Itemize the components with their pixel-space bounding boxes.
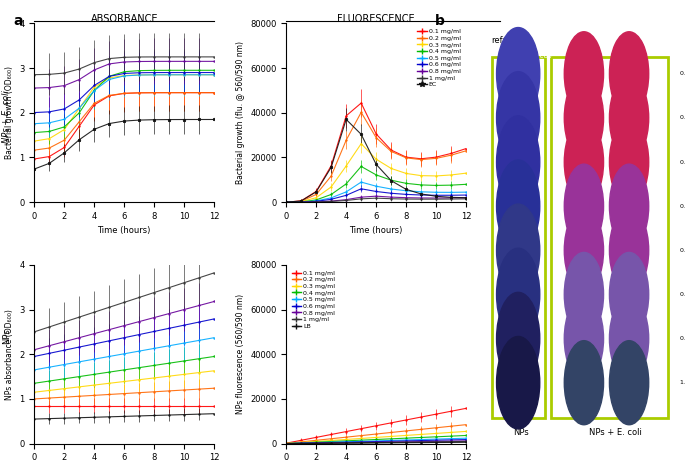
Circle shape — [564, 340, 603, 425]
Circle shape — [610, 76, 649, 160]
Circle shape — [610, 208, 649, 292]
Legend: 0.1 mg/ml, 0.2 mg/ml, 0.3 mg/ml, 0.4 mg/ml, 0.5 mg/ml, 0.6 mg/ml, 0.8 mg/ml, 1 m: 0.1 mg/ml, 0.2 mg/ml, 0.3 mg/ml, 0.4 mg/… — [414, 27, 463, 90]
Text: FLUORESCENCE: FLUORESCENCE — [337, 14, 415, 24]
Circle shape — [564, 208, 603, 292]
Circle shape — [610, 32, 649, 116]
Y-axis label: NPs absorbance (OD₆₀₀): NPs absorbance (OD₆₀₀) — [5, 309, 14, 400]
Circle shape — [497, 204, 540, 297]
Text: NPs: NPs — [513, 428, 529, 437]
Text: 0.1 mg/ml: 0.1 mg/ml — [680, 71, 685, 76]
Circle shape — [610, 164, 649, 248]
Text: 0.3 mg/ml: 0.3 mg/ml — [680, 160, 685, 164]
Circle shape — [564, 120, 603, 204]
Text: ABSORBANCE: ABSORBANCE — [90, 14, 158, 24]
Legend: 0.1 mg/ml, 0.2 mg/ml, 0.3 mg/ml, 0.4 mg/ml, 0.5 mg/ml, 0.6 mg/ml, 0.8 mg/ml, 1 m: 0.1 mg/ml, 0.2 mg/ml, 0.3 mg/ml, 0.4 mg/… — [289, 268, 338, 331]
Y-axis label: Bacterial growth (OD₆₀₀): Bacterial growth (OD₆₀₀) — [5, 66, 14, 159]
Text: 0.4 mg/ml: 0.4 mg/ml — [680, 204, 685, 209]
Circle shape — [497, 160, 540, 253]
Circle shape — [497, 292, 540, 385]
Y-axis label: NPs fluorescence (560/590 nm): NPs fluorescence (560/590 nm) — [236, 294, 245, 414]
Circle shape — [610, 120, 649, 204]
Circle shape — [497, 248, 540, 341]
Circle shape — [497, 28, 540, 120]
Circle shape — [564, 76, 603, 160]
Circle shape — [610, 340, 649, 425]
Circle shape — [564, 164, 603, 248]
Circle shape — [497, 336, 540, 429]
Circle shape — [497, 116, 540, 208]
Circle shape — [610, 297, 649, 381]
Text: a: a — [14, 14, 23, 28]
Circle shape — [564, 32, 603, 116]
Text: NPs: NPs — [2, 328, 12, 344]
Text: 0.6 mg/ml: 0.6 mg/ml — [680, 292, 685, 297]
Text: 0.8 mg/ml: 0.8 mg/ml — [680, 336, 685, 341]
Circle shape — [564, 297, 603, 381]
Circle shape — [497, 71, 540, 164]
Text: 1.0 mg/ml: 1.0 mg/ml — [680, 380, 685, 385]
Text: ref:: ref: — [492, 36, 506, 45]
Text: b: b — [435, 14, 445, 28]
Text: 0.5 mg/ml: 0.5 mg/ml — [680, 248, 685, 253]
Text: NPs + E. coli: NPs + E. coli — [2, 90, 12, 143]
Circle shape — [610, 252, 649, 336]
Text: NPs + E. coli: NPs + E. coli — [589, 428, 642, 437]
Y-axis label: Bacterial growth (flu. @ 560/590 nm): Bacterial growth (flu. @ 560/590 nm) — [236, 41, 245, 184]
X-axis label: Time (hours): Time (hours) — [349, 226, 403, 235]
Text: 0.2 mg/ml: 0.2 mg/ml — [680, 115, 685, 120]
X-axis label: Time (hours): Time (hours) — [97, 226, 151, 235]
Circle shape — [564, 252, 603, 336]
Text: E. coli: E. coli — [531, 53, 552, 59]
